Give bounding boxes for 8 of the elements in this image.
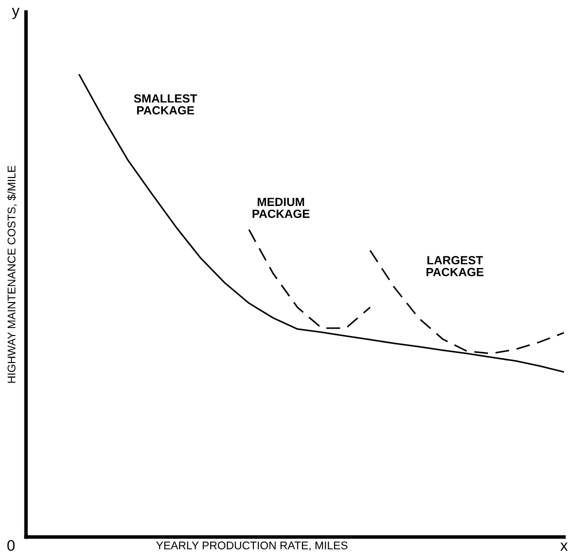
y-axis-title: HIGHWAY MAINTENANCE COSTS, $/MILE: [7, 166, 17, 383]
text: 0: [7, 540, 15, 551]
x-axis-title: YEARLY PRODUCTION RATE, MILES: [156, 541, 348, 551]
text: x: [560, 542, 568, 551]
series-label: MEDIUM PACKAGE: [252, 198, 310, 218]
text: y: [12, 8, 20, 20]
text: LARGEST PACKAGE: [426, 256, 484, 276]
text: SMALLEST PACKAGE: [134, 94, 198, 115]
